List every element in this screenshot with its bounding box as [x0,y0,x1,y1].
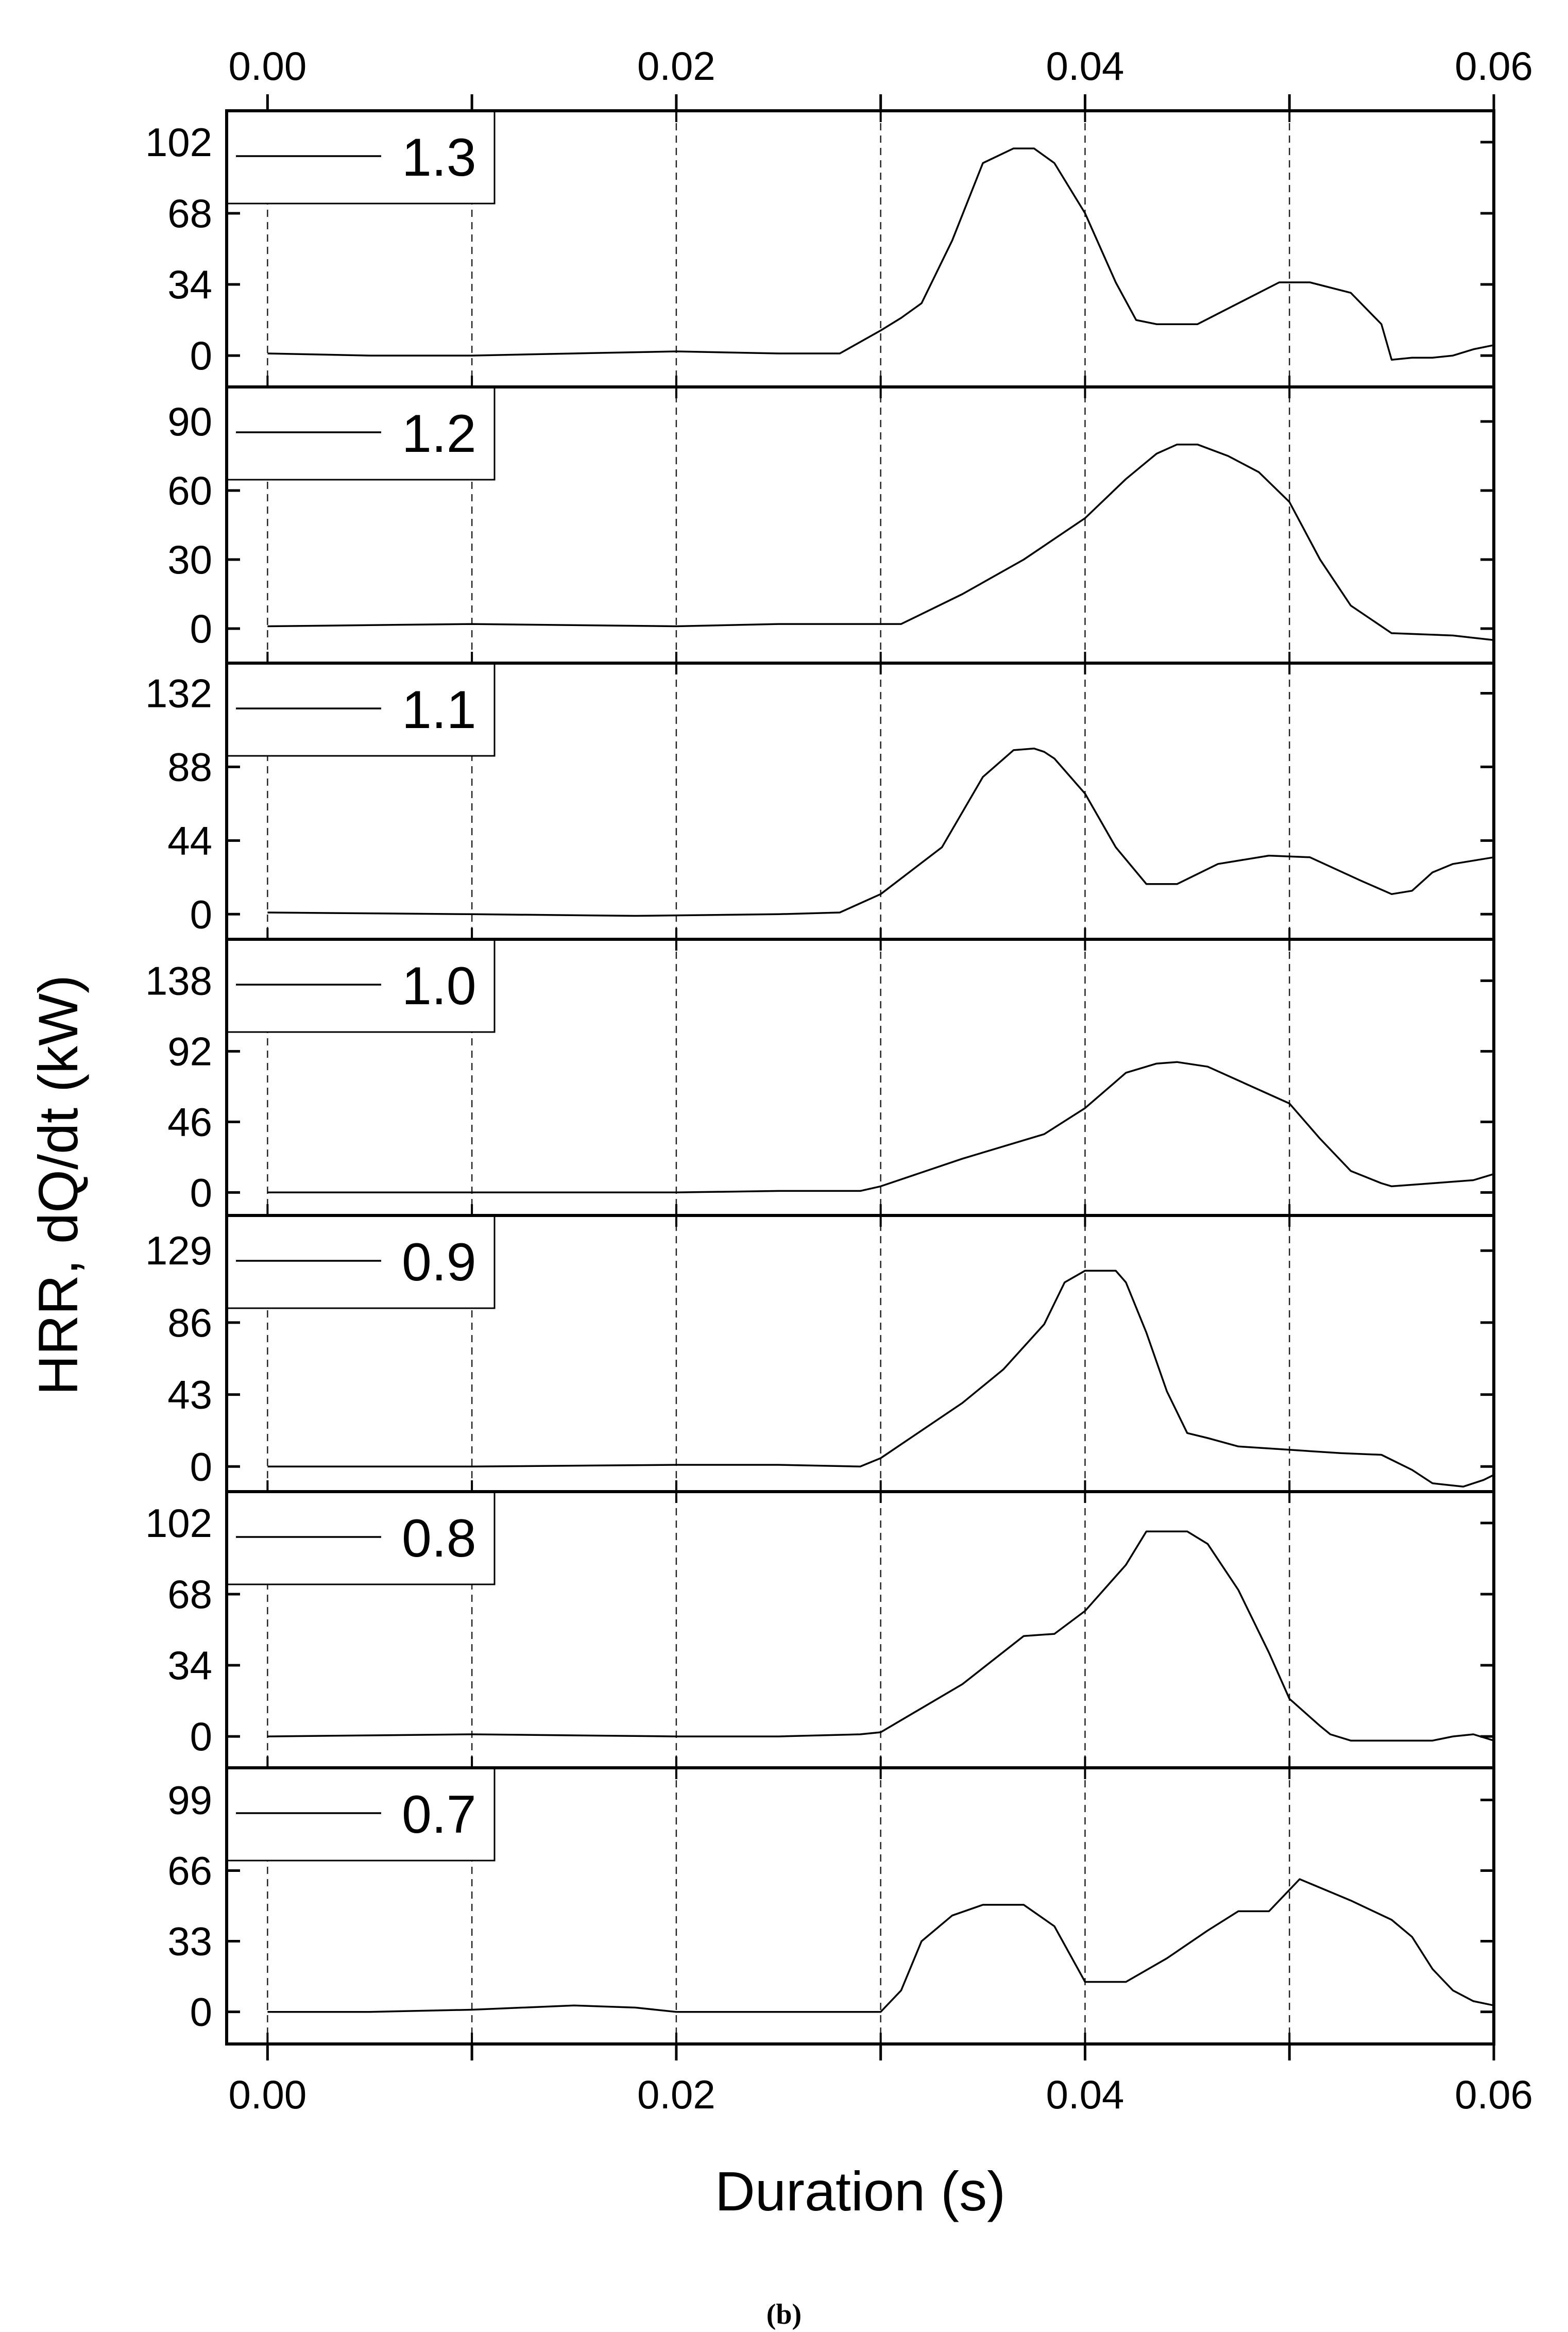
y-tick-label: 34 [167,1643,212,1688]
legend-box [226,1214,496,1309]
panel-1.0: 0 46 92 138 1.0 [145,938,1495,1217]
y-tick-label: 60 [167,468,212,513]
y-tick-label: 68 [167,1571,212,1617]
series-line-0.8 [267,1530,1494,1742]
y-tick-label: 33 [167,1919,212,1964]
y-tick-label: 46 [167,1099,212,1144]
legend-1.3: 1.3 [226,110,496,205]
legend-label: 1.1 [402,680,476,740]
legend-label: 1.3 [402,128,476,188]
y-tick-label: 0 [190,1444,212,1489]
legend-0.8: 0.8 [226,1491,496,1585]
y-tick-label: 0 [190,1170,212,1215]
panel-1.2: 0 30 60 90 1.2 [167,385,1495,665]
y-tick-label: 90 [167,399,212,444]
series-line-1.2 [267,443,1494,641]
y-tick-label: 102 [145,120,212,165]
legend-box [226,386,496,481]
y-tick-label: 129 [145,1228,212,1273]
y-tick-label: 138 [145,958,212,1003]
legend-box [226,938,496,1033]
legend-1.1: 1.1 [226,662,496,757]
y-tick-label: 34 [167,262,212,307]
y-tick-label: 0 [190,606,212,651]
y-tick-label: 0 [190,1714,212,1759]
panels: 0 34 68 102 1.3 0 30 60 90 1.2 0 44 88 132 1.1 0 46 92 138… [145,109,1495,2046]
legend-box [226,110,496,205]
legend-1.0: 1.0 [226,938,496,1033]
x-tick-label-top: 0.00 [228,43,306,89]
y-tick-label: 66 [167,1848,212,1893]
y-tick-label: 44 [167,818,212,863]
panel-0.8: 0 34 68 102 0.8 [145,1490,1495,1769]
y-tick-label: 0 [190,1989,212,2035]
y-tick-label: 99 [167,1777,212,1822]
y-tick-label: 68 [167,191,212,236]
legend-label: 0.7 [402,1785,476,1845]
y-tick-label: 88 [167,744,212,789]
legend-0.9: 0.9 [226,1214,496,1309]
x-axis-title: Duration (s) [715,2160,1005,2222]
series-line-1.1 [267,747,1494,917]
y-tick-label: 43 [167,1372,212,1417]
panel-0.9: 0 43 86 129 0.9 [145,1214,1495,1493]
panel-1.1: 0 44 88 132 1.1 [145,662,1495,941]
panel-frame [225,1766,1495,2046]
series-line-1.0 [267,1061,1494,1194]
x-tick-label-top: 0.04 [1046,43,1124,89]
y-tick-label: 86 [167,1300,212,1345]
x-tick-label-bottom: 0.02 [637,2072,715,2117]
legend-1.2: 1.2 [226,386,496,481]
legend-label: 0.9 [402,1232,476,1292]
y-tick-label: 0 [190,891,212,937]
panel-0.7: 0 33 66 99 0.7 [167,1766,1495,2046]
legend-box [226,1767,496,1862]
legend-box [226,1491,496,1585]
x-tick-label-bottom: 0.00 [228,2072,306,2117]
series-line-0.7 [267,1878,1494,2013]
y-tick-label: 0 [190,333,212,378]
x-axes: 0.00 0.00 0.02 0.02 0.04 0.04 0.06 0.06 [228,43,1532,2117]
y-axis-title: HRR, dQ/dt (kW) [27,975,89,1395]
x-tick-label-top: 0.02 [637,43,715,89]
x-tick-label-bottom: 0.06 [1455,2072,1533,2117]
series-line-0.9 [267,1270,1494,1488]
series-line-1.3 [267,147,1494,361]
y-tick-label: 132 [145,670,212,716]
legend-label: 1.2 [402,404,476,464]
legend-box [226,662,496,757]
y-tick-label: 102 [145,1500,212,1546]
x-tick-label-bottom: 0.04 [1046,2072,1124,2117]
legend-label: 0.8 [402,1509,476,1568]
x-tick-label-top: 0.06 [1455,43,1533,89]
legend-label: 1.0 [402,956,476,1016]
legend-0.7: 0.7 [226,1767,496,1862]
panel-1.3: 0 34 68 102 1.3 [145,109,1495,388]
y-tick-label: 92 [167,1028,212,1074]
figure-caption: (b) [766,2299,802,2330]
y-tick-label: 30 [167,537,212,582]
